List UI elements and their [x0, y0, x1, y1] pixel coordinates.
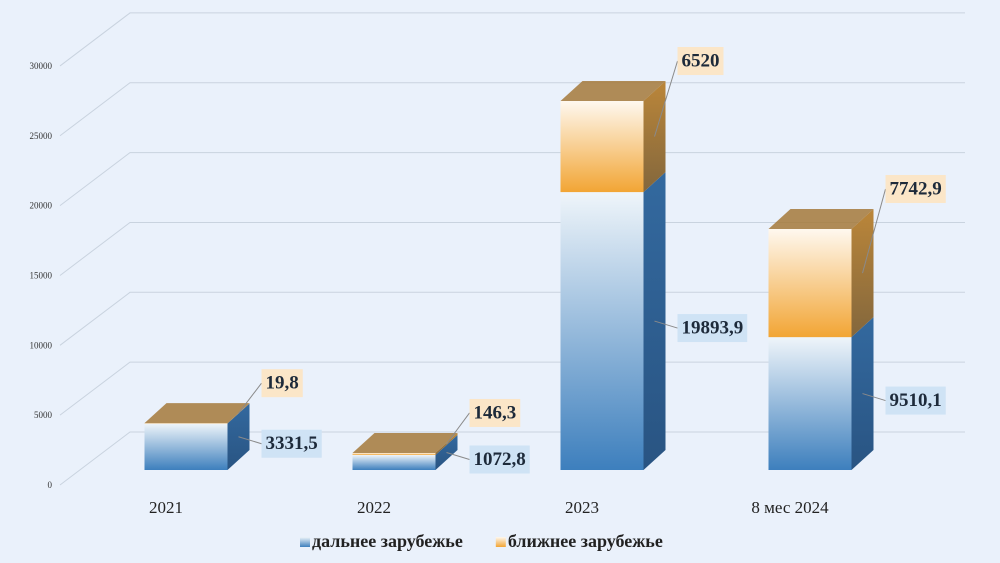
label-bg: [261, 369, 303, 398]
y-tick-label: 10000: [30, 340, 53, 350]
label-bg: [677, 314, 748, 343]
y-tick-label: 30000: [30, 61, 53, 71]
label-bg: [469, 398, 521, 427]
grid-line: [59, 12, 965, 67]
y-tick-label: 5000: [34, 410, 53, 420]
grid-line: [59, 221, 965, 276]
value-label: 19893,9: [682, 317, 744, 338]
bar-top: [144, 403, 250, 424]
bar-segment: [560, 172, 666, 470]
grid-line: [59, 82, 965, 137]
legend-marker: [300, 537, 310, 547]
label-bg: [885, 174, 946, 203]
grid-line: [59, 361, 965, 416]
x-tick-label: 2021: [149, 498, 183, 517]
value-label: 9510,1: [890, 390, 942, 411]
leader-line: [654, 60, 678, 137]
y-tick-label: 0: [48, 480, 53, 490]
value-label: 7742,9: [890, 178, 942, 199]
value-label: 19,8: [266, 373, 299, 394]
leader-line: [238, 382, 262, 414]
bar-top: [768, 208, 874, 229]
x-tick-label: 2023: [565, 498, 599, 517]
bar-segment: [768, 317, 874, 470]
y-tick-label: 25000: [30, 131, 53, 141]
y-tick-label: 20000: [30, 201, 53, 211]
value-label: 146,3: [474, 402, 517, 423]
bar-segment: [560, 81, 666, 193]
leader-line: [862, 188, 886, 274]
legend-label: дальнее зарубежье: [312, 531, 463, 551]
leader-line: [446, 412, 470, 445]
leader-line: [446, 452, 470, 460]
value-label: 6520: [682, 50, 720, 71]
y-tick-label: 15000: [30, 270, 53, 280]
label-bg: [469, 445, 530, 474]
value-label: 3331,5: [266, 433, 318, 454]
label-bg: [677, 47, 724, 76]
grid-line: [59, 152, 965, 207]
value-label: 1072,8: [474, 449, 526, 470]
bar-top: [352, 432, 458, 453]
x-tick-label: 2022: [357, 498, 391, 517]
label-bg: [261, 429, 322, 458]
x-tick-label: 8 мес 2024: [751, 498, 829, 517]
bar-top: [560, 81, 666, 102]
legend-label: ближнее зарубежье: [508, 531, 663, 551]
label-bg: [885, 386, 946, 415]
grid-line: [59, 291, 965, 346]
leader-line: [654, 320, 678, 329]
bar-segment: [144, 403, 250, 470]
leader-line: [238, 436, 262, 445]
legend-marker: [495, 537, 506, 547]
leader-line: [862, 393, 886, 402]
grid-line: [59, 431, 965, 486]
